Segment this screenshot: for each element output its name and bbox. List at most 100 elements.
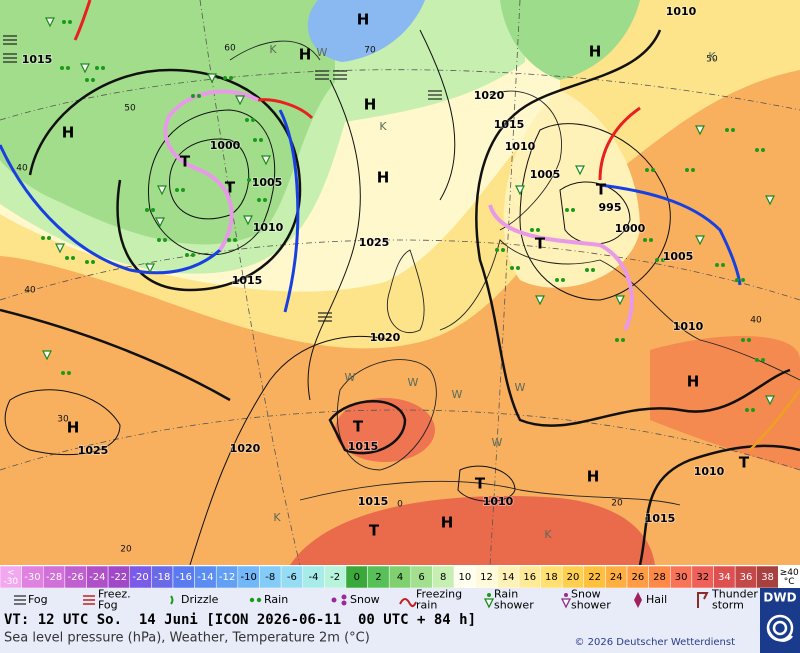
high-pressure-label: H [364,96,377,114]
rain-symbol [615,338,619,342]
legend-icon [483,598,495,609]
isobar-label: 1015 [22,53,53,66]
scale-label: -12 [219,572,235,583]
rain-symbol [229,76,233,80]
legend-icon [487,593,491,597]
scale-label: 2 [375,572,381,583]
scale-label: 12 [480,572,493,583]
isobar-label: 1015 [358,495,389,508]
warm-mark: W [452,388,463,401]
contour-label: 70 [364,46,376,56]
scale-label: -30 [3,577,18,587]
rain-symbol [725,128,729,132]
isobar-label: 1025 [78,444,109,457]
isobar-label: 1005 [663,250,694,263]
warm-mark: W [408,376,419,389]
legend-label: Freez. [98,588,131,601]
isobar-label: 1015 [348,440,379,453]
rain-shower-symbol [80,63,90,74]
isobar-label: 1010 [694,465,725,478]
legend-label: Drizzle [181,593,219,606]
legend-label: Hail [646,593,667,606]
scale-label: < [7,568,15,578]
rain-symbol [621,338,625,342]
rain-symbol [510,266,514,270]
low-pressure-label: T [180,153,191,171]
occluded-front [163,89,259,252]
scale-label: 6 [418,572,424,583]
contour-label: 40 [16,164,28,174]
isobar-label: 1020 [230,442,261,455]
logo-icon [766,614,794,642]
rain-symbol [651,168,655,172]
temperature-area [335,398,435,462]
rain-shower-symbol [243,215,253,226]
contour-label: 0 [397,500,403,510]
scale-label: -26 [68,572,84,583]
legend-label: shower [571,599,611,612]
contour-label: 60 [224,44,236,54]
scale-label: 36 [740,572,753,583]
rain-symbol [257,198,261,202]
rain-shower-symbol [535,295,545,306]
high-pressure-label: H [67,419,80,437]
warm-mark: W [317,46,328,59]
legend-label: Thunder [711,588,758,601]
rain-shower-symbol [615,295,625,306]
rain-symbol [721,263,725,267]
scale-label: 22 [588,572,601,583]
rain-symbol [565,208,569,212]
cold-mark: K [379,120,387,133]
rain-symbol [247,178,251,182]
rain-symbol [755,358,759,362]
rain-shower-symbol [765,195,775,206]
rain-symbol [741,278,745,282]
warm-front [598,106,641,181]
low-pressure-label: T [739,454,750,472]
rain-symbol [191,253,195,257]
isobar-label: 1010 [666,5,697,18]
weather-legend: Fog Freez.Fog Drizzle Rain Snow FreezingrainR… [14,588,758,612]
scale-label: °C [784,577,795,587]
rain-symbol [501,248,505,252]
legend-label: Fog [98,599,118,612]
cold-mark: K [708,50,716,63]
rain-symbol [60,66,64,70]
rain-shower-symbol [765,395,775,406]
rain-symbol [223,76,227,80]
scale-label: -20 [132,572,148,583]
legend-icon [83,595,95,605]
scale-label: -28 [46,572,62,583]
rain-symbol [185,253,189,257]
legend-label: Rain [264,593,288,606]
rain-symbol [233,238,237,242]
legend-icon [249,597,255,603]
rain-symbol [47,236,51,240]
contour-label: 40 [24,286,36,296]
rain-symbol [591,268,595,272]
isobar-label: 1010 [253,221,284,234]
rain-symbol [253,138,257,142]
rain-symbol [761,148,765,152]
rain-shower-symbol [695,235,705,246]
rain-shower-symbol [45,17,55,28]
isobar-label: 1015 [232,274,263,287]
low-pressure-label: T [225,179,236,197]
rain-symbol [747,338,751,342]
rain-symbol [91,260,95,264]
rain-shower-symbol [695,125,705,136]
legend-icon [564,593,568,597]
scale-label: 24 [610,572,623,583]
isobars [0,29,800,565]
rain-symbol [245,118,249,122]
legend-icon [341,600,347,606]
legend-icon [256,597,262,603]
isobar-label: 1005 [252,176,283,189]
cold-front [0,144,222,275]
contour-label: 50 [124,104,136,114]
low-pressure-label: T [475,475,486,493]
rain-symbol [68,20,72,24]
scale-label: 8 [440,572,446,583]
trough-line [749,389,800,451]
rain-symbol [151,208,155,212]
